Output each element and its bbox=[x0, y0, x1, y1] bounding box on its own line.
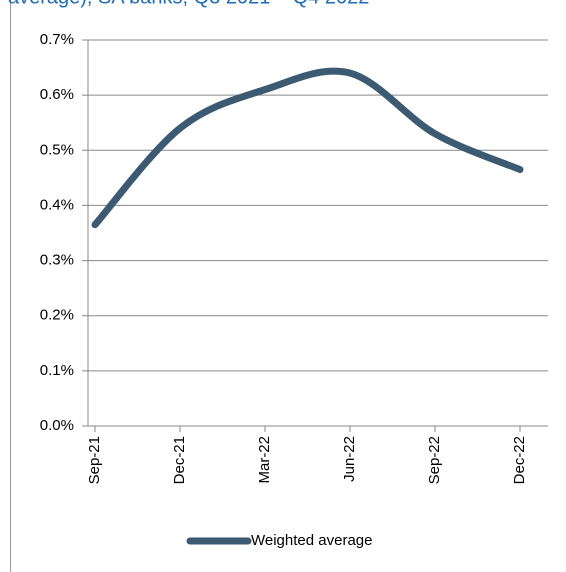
y-tick-label: 0.7% bbox=[40, 31, 74, 48]
y-tick-label: 0.3% bbox=[40, 252, 74, 269]
x-tick-label: Dec-21 bbox=[171, 436, 188, 484]
chart-title: average), SA banks, Q3 2021 – Q4 2022 bbox=[8, 0, 369, 8]
y-tick-label: 0.4% bbox=[40, 196, 74, 213]
y-tick-label: 0.1% bbox=[40, 362, 74, 379]
y-tick-label: 0.2% bbox=[40, 307, 74, 324]
chart-frame bbox=[10, 0, 566, 572]
series-line bbox=[91, 67, 524, 229]
y-tick-label: 0.0% bbox=[40, 417, 74, 434]
y-tick-label: 0.6% bbox=[40, 86, 74, 103]
y-tick-label: 0.5% bbox=[40, 141, 74, 158]
x-tick-label: Dec-22 bbox=[511, 436, 528, 484]
legend-label: Weighted average bbox=[251, 532, 372, 549]
x-tick-label: Mar-22 bbox=[256, 436, 273, 484]
x-tick-label: Sep-22 bbox=[426, 436, 443, 484]
x-tick-label: Sep-21 bbox=[86, 436, 103, 484]
x-tick-label: Jun-22 bbox=[341, 436, 358, 482]
